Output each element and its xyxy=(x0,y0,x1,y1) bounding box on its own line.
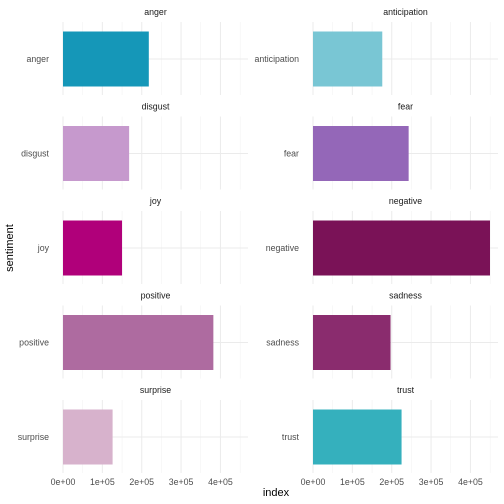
panel-strip-title: anticipation xyxy=(383,7,428,17)
panel-strip-title: sadness xyxy=(389,291,422,301)
x-tick-label: 3e+05 xyxy=(419,477,444,487)
x-tick-label: 0e+00 xyxy=(51,477,76,487)
panel-strip-title: negative xyxy=(389,196,422,206)
x-axis-title: index xyxy=(263,487,290,499)
category-label: trust xyxy=(282,432,300,442)
x-tick-label: 2e+05 xyxy=(379,477,404,487)
bar-negative xyxy=(313,220,490,276)
x-tick-label: 0e+00 xyxy=(301,477,326,487)
bar-trust xyxy=(313,409,402,465)
x-tick-label: 1e+05 xyxy=(90,477,115,487)
category-label: surprise xyxy=(18,432,49,442)
bar-joy xyxy=(63,220,123,276)
category-label: disgust xyxy=(21,149,49,159)
x-tick-label: 4e+05 xyxy=(458,477,483,487)
category-label: anticipation xyxy=(254,54,299,64)
panel-strip-title: fear xyxy=(398,102,413,112)
bar-fear xyxy=(313,126,409,181)
x-tick-label: 1e+05 xyxy=(340,477,365,487)
x-tick-label: 3e+05 xyxy=(169,477,194,487)
bar-anger xyxy=(63,31,149,87)
panel-strip-title: disgust xyxy=(142,102,170,112)
bar-positive xyxy=(63,315,214,370)
x-tick-label: 4e+05 xyxy=(208,477,233,487)
category-label: joy xyxy=(37,243,50,253)
category-label: sadness xyxy=(266,338,299,348)
panel-strip-title: positive xyxy=(141,291,171,301)
bar-surprise xyxy=(63,409,113,465)
category-label: fear xyxy=(284,149,299,159)
x-tick-label: 2e+05 xyxy=(129,477,154,487)
y-axis-title: sentiment xyxy=(4,224,16,272)
bar-anticipation xyxy=(313,31,383,87)
panel-strip-title: anger xyxy=(144,7,167,17)
category-label: positive xyxy=(19,338,49,348)
bar-disgust xyxy=(63,126,130,181)
panel-strip-title: trust xyxy=(397,385,415,395)
panel-strip-title: joy xyxy=(149,196,162,206)
category-label: negative xyxy=(266,243,299,253)
bar-sadness xyxy=(313,315,391,370)
panel-strip-title: surprise xyxy=(140,385,171,395)
category-label: anger xyxy=(27,54,50,64)
